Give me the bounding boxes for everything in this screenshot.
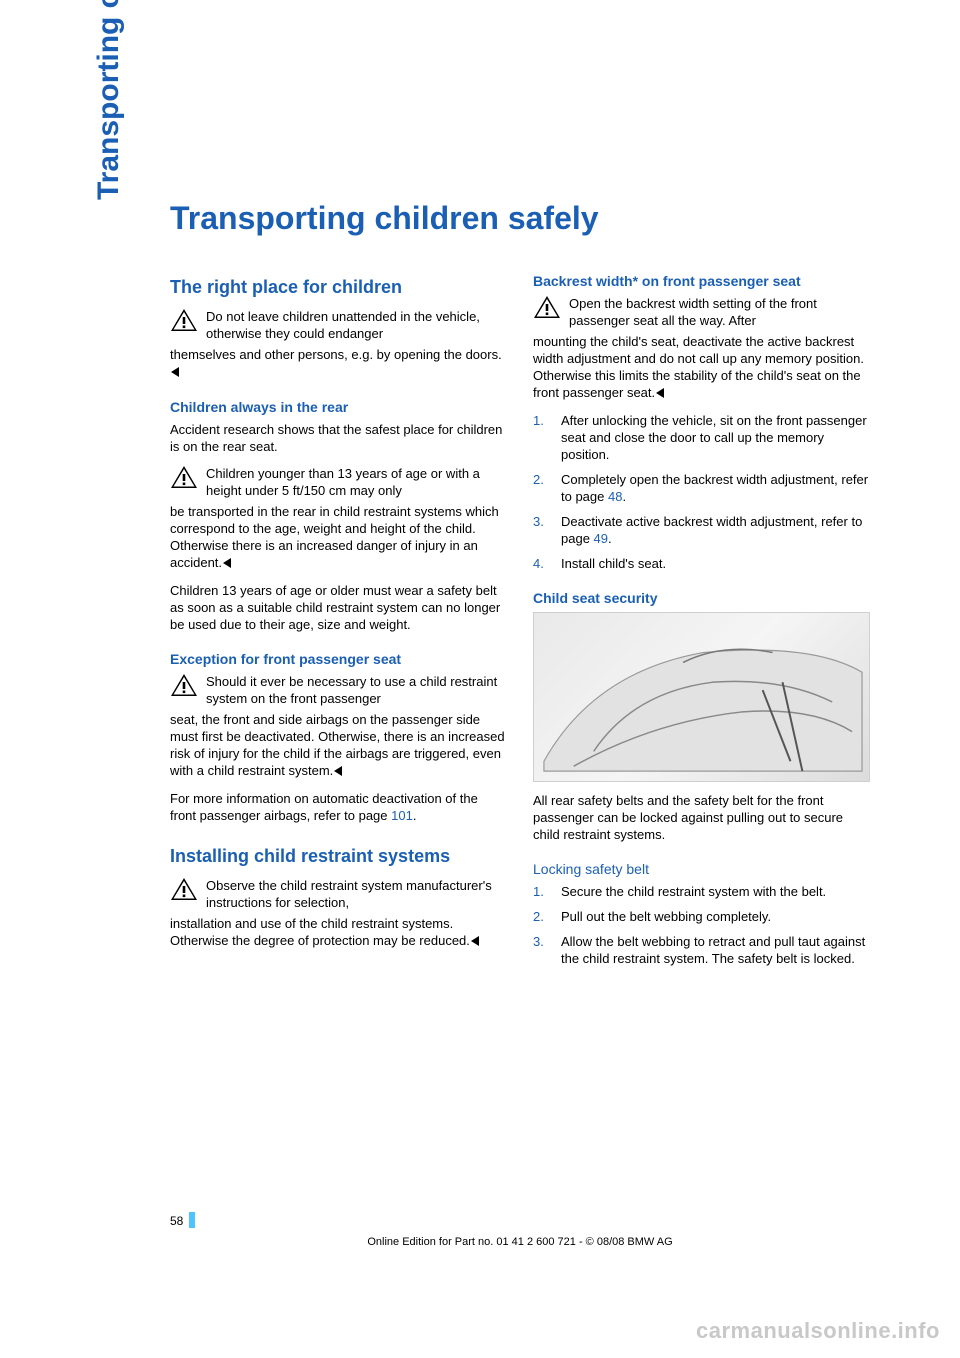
page-link-101[interactable]: 101 [391,808,413,823]
step-number: 2. [533,908,551,925]
end-mark-icon [222,555,232,572]
section-heading-installing: Installing child restraint systems [170,846,507,867]
para-frag-b: . [413,808,417,823]
step-number: 3. [533,933,551,967]
warning-1-cont: themselves and other persons, e.g. by op… [170,346,507,381]
page-footer: 58 Online Edition for Part no. 01 41 2 6… [170,1212,870,1248]
step-text: Install child's seat. [561,555,666,572]
warning-box-1: Do not leave children unattended in the … [170,308,507,342]
step-item: 1. Secure the child restraint system with… [533,883,870,900]
step-number: 1. [533,883,551,900]
warning-2-cont-text: be transported in the rear in child rest… [170,504,499,570]
side-tab-text: Transporting children safely [92,0,125,200]
steps-locking-belt: 1. Secure the child restraint system with… [533,883,870,967]
subheading-children-rear: Children always in the rear [170,399,507,415]
step-number: 3. [533,513,551,547]
end-mark-icon [333,763,343,780]
warning-icon [170,673,198,697]
step-number: 4. [533,555,551,572]
warning-3-cont: seat, the front and side airbags on the … [170,711,507,780]
section-heading-right-place: The right place for children [170,277,507,298]
warning-icon [170,465,198,489]
two-column-layout: The right place for children Do not leav… [170,273,870,975]
page-link-48[interactable]: 48 [608,489,622,504]
step-text: Secure the child restraint system with t… [561,883,826,900]
page-number: 58 [170,1214,183,1228]
warning-box-5: Open the backrest width setting of the f… [533,295,870,329]
end-mark-icon [470,933,480,950]
step-text: Pull out the belt webbing completely. [561,908,771,925]
paragraph-auto-deactivation: For more information on automatic deacti… [170,790,507,824]
warning-5-cont-text: mounting the child's seat, deactivate th… [533,334,864,400]
warning-4-cont: installation and use of the child restra… [170,915,507,950]
warning-5-lead: Open the backrest width setting of the f… [569,295,870,329]
warning-2-cont: be transported in the rear in child rest… [170,503,507,572]
left-column: The right place for children Do not leav… [170,273,507,975]
page-link-49[interactable]: 49 [594,531,608,546]
figure-seat-illustration [533,612,870,782]
step-number: 1. [533,412,551,463]
step-item: 3. Allow the belt webbing to retract and … [533,933,870,967]
steps-backrest: 1.After unlocking the vehicle, sit on th… [533,412,870,572]
step-item: 3. Deactivate active backrest width adjus… [533,513,870,547]
subheading-locking-belt: Locking safety belt [533,861,870,877]
step-item: 2. Completely open the backrest width adj… [533,471,870,505]
warning-box-4: Observe the child restraint system manuf… [170,877,507,911]
step-text: After unlocking the vehicle, sit on the … [561,412,870,463]
subheading-child-seat-security: Child seat security [533,590,870,606]
step-item: 1.After unlocking the vehicle, sit on th… [533,412,870,463]
page-title: Transporting children safely [170,200,870,237]
warning-2-lead: Children younger than 13 years of age or… [206,465,507,499]
warning-1-lead: Do not leave children unattended in the … [206,308,507,342]
warning-4-lead: Observe the child restraint system manuf… [206,877,507,911]
content-area: Transporting children safely The right p… [170,200,870,975]
step-text: Allow the belt webbing to retract and pu… [561,933,870,967]
step-item: 2. Pull out the belt webbing completely. [533,908,870,925]
page-number-wrap: 58 [170,1212,870,1228]
paragraph-belt-lock: All rear safety belts and the safety bel… [533,792,870,843]
step-text: Deactivate active backrest width adjustm… [561,513,870,547]
edition-line: Online Edition for Part no. 01 41 2 600 … [170,1236,870,1248]
paragraph-children-13: Children 13 years of age or older must w… [170,582,507,633]
subheading-exception-front: Exception for front passenger seat [170,651,507,667]
step-item: 4. Install child's seat. [533,555,870,572]
warning-box-2: Children younger than 13 years of age or… [170,465,507,499]
para-frag-a: For more information on automatic deacti… [170,791,478,823]
end-mark-icon [170,364,180,381]
watermark: carmanualsonline.info [696,1318,940,1344]
warning-3-lead: Should it ever be necessary to use a chi… [206,673,507,707]
warning-1-cont-text: themselves and other persons, e.g. by op… [170,347,502,362]
warning-5-cont: mounting the child's seat, deactivate th… [533,333,870,402]
step-text: Completely open the backrest width adjus… [561,471,870,505]
warning-icon [170,877,198,901]
warning-box-3: Should it ever be necessary to use a chi… [170,673,507,707]
right-column: Backrest width* on front passenger seat … [533,273,870,975]
page-bar-icon [189,1212,195,1228]
paragraph-accident-research: Accident research shows that the safest … [170,421,507,455]
side-tab: Transporting children safely [92,0,126,200]
subheading-backrest-width: Backrest width* on front passenger seat [533,273,870,289]
warning-4-cont-text: installation and use of the child restra… [170,916,470,948]
step-number: 2. [533,471,551,505]
end-mark-icon [655,385,665,402]
warning-icon [533,295,561,319]
warning-icon [170,308,198,332]
